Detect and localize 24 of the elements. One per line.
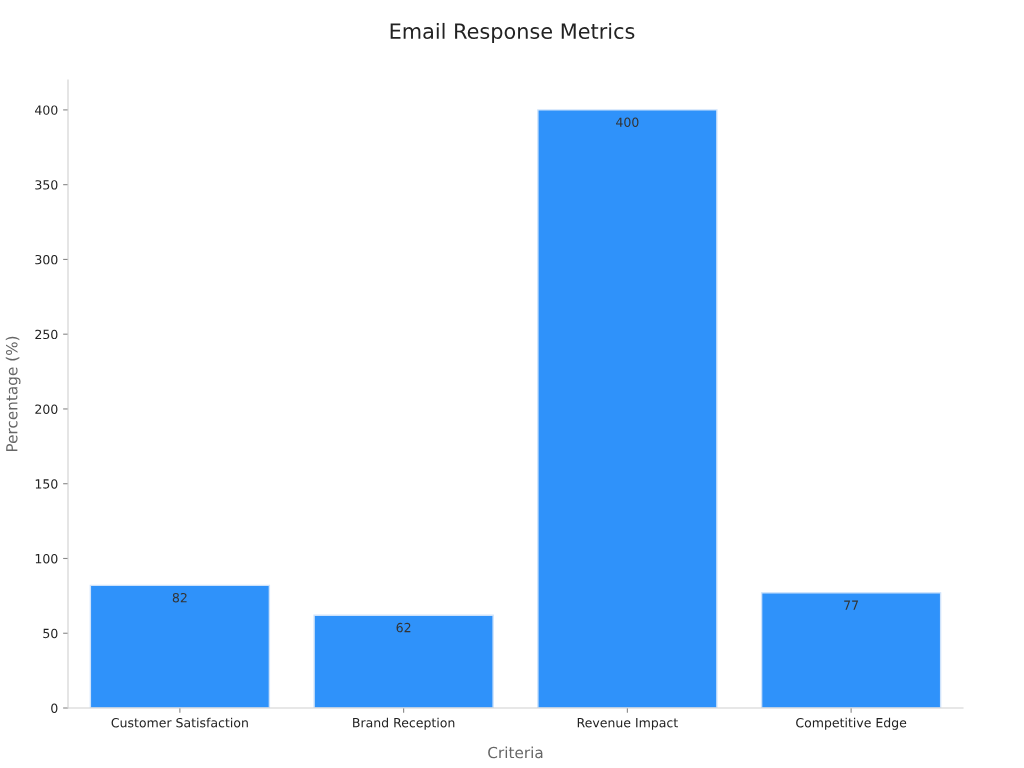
y-tick-label: 350 xyxy=(35,180,58,190)
chart-title: Email Response Metrics xyxy=(390,22,635,44)
bar xyxy=(89,584,271,708)
x-tick-label: Revenue Impact xyxy=(577,718,678,730)
y-tick-label: 400 xyxy=(35,105,58,115)
y-tick-label: 50 xyxy=(43,628,58,639)
y-tick-label: 250 xyxy=(35,329,58,340)
y-tick-label: 300 xyxy=(35,254,58,265)
y-tick-label: 200 xyxy=(35,404,58,414)
y-tick-label: 0 xyxy=(51,703,58,713)
bar xyxy=(760,592,942,708)
x-axis-title: Criteria xyxy=(488,746,543,759)
y-tick-label: 150 xyxy=(35,479,58,489)
bar xyxy=(313,614,494,708)
data-label: 62 xyxy=(396,622,411,633)
bar xyxy=(537,109,718,708)
data-label: 77 xyxy=(844,600,859,610)
x-tick-label: Brand Reception xyxy=(353,717,455,730)
x-tick-label: Customer Satisfaction xyxy=(111,717,248,728)
data-label: 400 xyxy=(616,117,639,127)
y-axis-title: Percentage (%) xyxy=(5,336,21,452)
y-tick-label: 100 xyxy=(35,553,58,564)
data-label: 82 xyxy=(172,592,187,603)
x-tick-label: Competitive Edge xyxy=(796,717,907,730)
